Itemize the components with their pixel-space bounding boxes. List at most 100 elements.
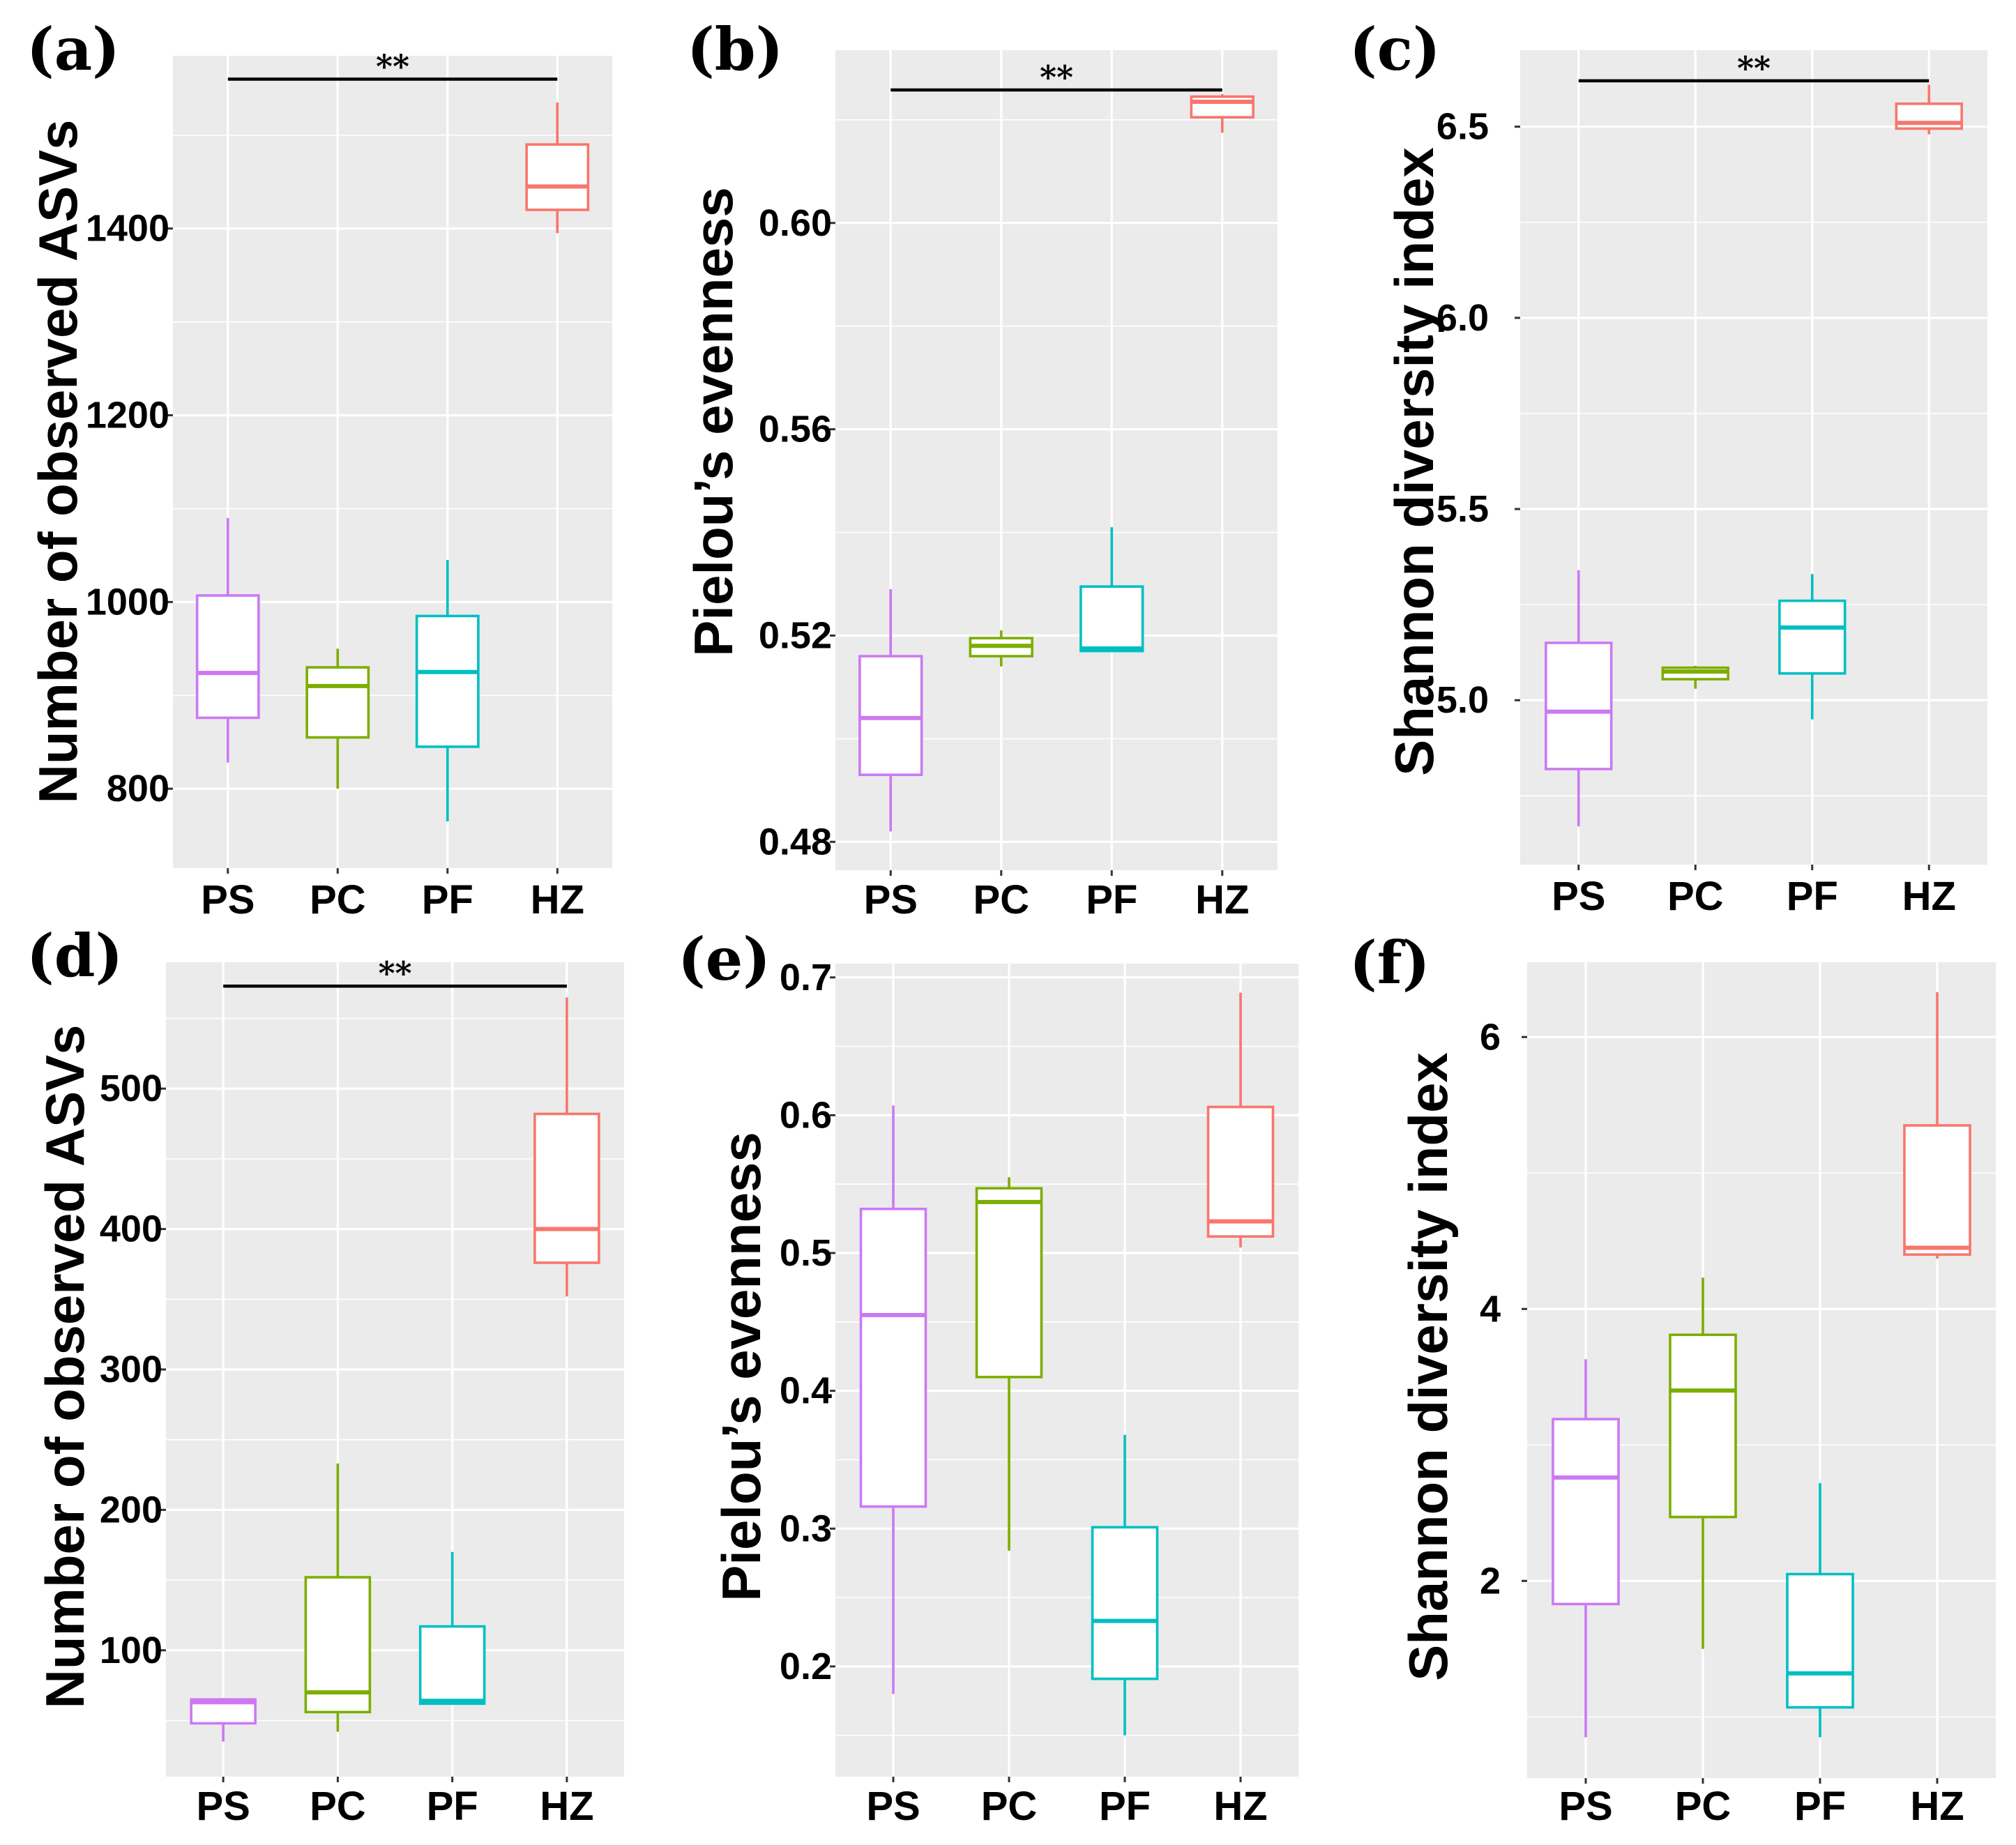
box-body [1778, 599, 1847, 675]
x-tick-label: PS [201, 877, 255, 922]
y-tick-label: 100 [100, 1630, 162, 1671]
box-body [195, 594, 260, 720]
y-tick-label: 0.2 [780, 1646, 832, 1687]
y-tick-label: 800 [107, 768, 169, 810]
y-tick-label: 0.60 [759, 202, 832, 244]
y-tick-label: 0.7 [780, 957, 832, 999]
panel-tag: (a) [26, 15, 120, 84]
panel-tag: (e) [678, 925, 771, 994]
box-body [304, 1576, 372, 1714]
panel-f: 2 4 6 PS PC PF HZ Shannon diversity index (f) [1349, 928, 1996, 1829]
x-tick-label: PS [196, 1784, 250, 1829]
panel-e: 0.2 0.3 0.4 0.5 0.6 0.7 PS PC PF HZ Pielou’s evenn… [678, 925, 1298, 1829]
box-body [975, 1187, 1043, 1379]
panel-tag: (c) [1349, 15, 1441, 84]
x-tick-label: PF [1787, 874, 1838, 919]
x-tick-label: PC [981, 1784, 1038, 1829]
panel-a: 800 1000 1200 1400 PS PC PF HZ ** Number of obser… [26, 15, 612, 922]
x-tick-label: PF [427, 1784, 478, 1829]
box-HZ [1903, 992, 1971, 1259]
y-tick-label: 6.5 [1437, 106, 1489, 148]
x-tick-label: HZ [1213, 1784, 1267, 1829]
box-PS [859, 1105, 927, 1694]
box-body [1669, 1333, 1737, 1519]
x-tick-label: PS [866, 1784, 920, 1829]
y-tick-label: 0.48 [759, 821, 832, 863]
box-body [1206, 1105, 1275, 1238]
box-PF [1786, 1482, 1854, 1738]
panel-tag: (d) [26, 921, 123, 990]
panel-c: 5.0 5.5 6.0 6.5 PS PC PF HZ ** Shannon diversity … [1349, 15, 1987, 919]
box-HZ [525, 102, 590, 234]
box-body [418, 1625, 486, 1706]
box-body [1552, 1418, 1620, 1606]
box-body [1903, 1124, 1971, 1256]
y-tick-label: 5.0 [1437, 679, 1489, 721]
box-body [1545, 641, 1613, 770]
box-PC [1669, 1277, 1737, 1649]
box-body [858, 655, 923, 776]
y-tick-label: 300 [100, 1349, 162, 1390]
x-tick-label: PC [310, 877, 366, 922]
y-tick-label: 6 [1480, 1016, 1501, 1058]
y-tick-label: 200 [100, 1489, 162, 1531]
significance-label: ** [376, 47, 409, 85]
y-tick-label: 0.5 [780, 1232, 832, 1274]
box-PC [304, 1463, 372, 1732]
x-tick-label: PF [1086, 877, 1137, 922]
y-tick-label: 0.52 [759, 614, 832, 656]
box-body [305, 666, 370, 739]
box-HZ [1206, 992, 1275, 1248]
y-axis-label: Number of observed ASVs [34, 1024, 96, 1708]
significance-label: ** [1040, 59, 1073, 96]
y-tick-label: 0.6 [780, 1094, 832, 1136]
y-tick-label: 0.56 [759, 409, 832, 450]
panel-tag: (f) [1349, 928, 1430, 997]
x-tick-label: HZ [1910, 1784, 1964, 1829]
x-tick-label: PC [1675, 1784, 1731, 1829]
significance-label: ** [1737, 50, 1771, 87]
y-tick-label: 5.5 [1437, 488, 1489, 530]
x-tick-label: PF [1794, 1784, 1846, 1829]
x-tick-label: PS [1552, 874, 1605, 919]
box-body [1091, 1526, 1159, 1680]
box-PF [1778, 574, 1847, 720]
y-tick-label: 1000 [86, 581, 169, 623]
box-PS [858, 589, 923, 832]
box-PC [1661, 665, 1729, 689]
y-axis-label: Pielou’s evenness [683, 187, 744, 656]
x-tick-label: PS [864, 877, 918, 922]
y-axis-label: Number of observed ASVs [27, 119, 89, 803]
panel-background [1527, 962, 1996, 1778]
y-axis-label: Shannon diversity index [1384, 147, 1445, 776]
box-PS [190, 1698, 257, 1742]
x-tick-label: HZ [1902, 874, 1956, 919]
box-body [533, 1112, 600, 1264]
y-axis-label: Shannon diversity index [1397, 1052, 1459, 1681]
x-tick-label: PS [1559, 1784, 1612, 1829]
box-body [1786, 1572, 1854, 1709]
panel-b: 0.48 0.52 0.56 0.60 PS PC PF HZ ** Pielou’s evenn… [683, 15, 1278, 922]
y-tick-label: 0.4 [780, 1370, 832, 1412]
y-tick-label: 2 [1480, 1560, 1501, 1602]
x-tick-label: PF [422, 877, 473, 922]
x-tick-label: PC [310, 1784, 366, 1829]
box-body [859, 1207, 927, 1508]
y-tick-label: 400 [100, 1208, 162, 1250]
box-PF [1079, 527, 1144, 653]
box-PC [975, 1177, 1043, 1551]
x-tick-label: PF [1099, 1784, 1151, 1829]
y-tick-label: 6.0 [1437, 297, 1489, 339]
box-body [415, 614, 480, 748]
box-body [1079, 585, 1144, 653]
x-tick-label: HZ [1195, 877, 1249, 922]
x-tick-label: HZ [531, 877, 584, 922]
box-body [525, 143, 590, 211]
y-tick-label: 500 [100, 1068, 162, 1109]
panel-d: 100 200 300 400 500 PS PC PF HZ ** Number of obser… [26, 921, 624, 1829]
box-HZ [1190, 93, 1255, 133]
significance-label: ** [378, 955, 411, 992]
box-PC [305, 648, 370, 789]
box-HZ [533, 997, 600, 1297]
y-tick-label: 4 [1480, 1288, 1501, 1330]
